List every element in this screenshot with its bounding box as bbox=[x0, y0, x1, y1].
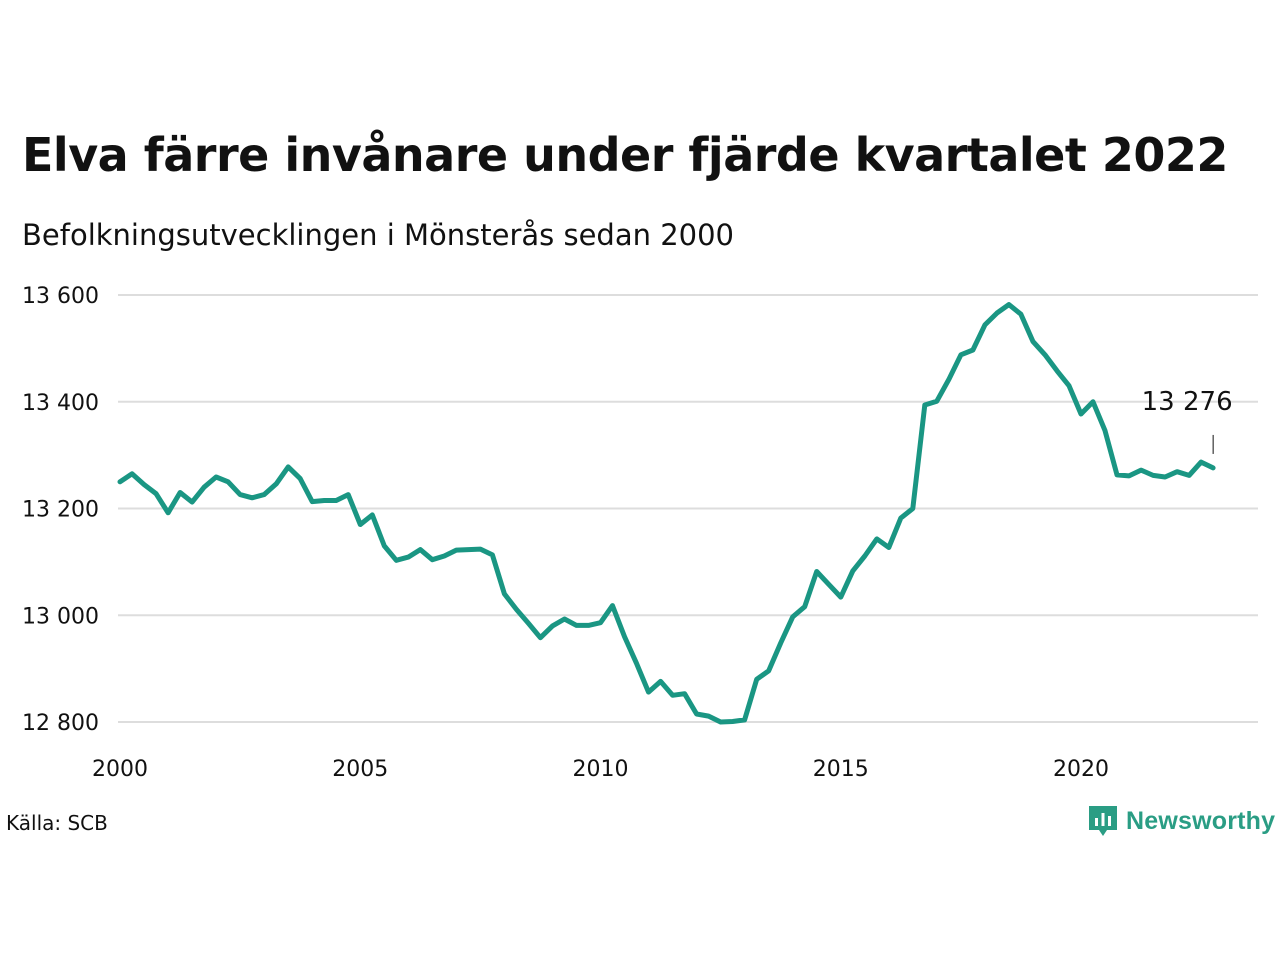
newsworthy-logo-icon bbox=[1089, 806, 1117, 836]
y-axis-tick-labels: 12 800 13 000 13 200 13 400 13 600 bbox=[22, 284, 99, 736]
annotation-label: 13 276 bbox=[1142, 387, 1233, 417]
grid-lines bbox=[118, 294, 1258, 723]
y-tick-label: 12 800 bbox=[22, 711, 99, 736]
y-tick-label: 13 200 bbox=[22, 498, 99, 523]
x-axis-tick-labels: 2000 2005 2010 2015 2020 bbox=[92, 757, 1109, 782]
y-tick-label: 13 000 bbox=[22, 604, 99, 629]
y-tick-label: 13 600 bbox=[22, 284, 99, 309]
brand-name: Newsworthy bbox=[1126, 806, 1276, 835]
x-tick-label: 2005 bbox=[332, 757, 388, 782]
source-note: Källa: SCB bbox=[6, 811, 108, 835]
x-tick-label: 2015 bbox=[813, 757, 869, 782]
population-line bbox=[117, 302, 1216, 725]
brand-logo[interactable]: Newsworthy bbox=[1088, 804, 1275, 838]
chart-subtitle: Befolkningsutvecklingen i Mönsterås seda… bbox=[22, 218, 735, 252]
x-tick-label: 2010 bbox=[573, 757, 629, 782]
y-tick-label: 13 400 bbox=[22, 391, 99, 416]
x-tick-label: 2000 bbox=[92, 757, 148, 782]
x-tick-label: 2020 bbox=[1053, 757, 1109, 782]
chart-title: Elva färre invånare under fjärde kvartal… bbox=[22, 128, 1228, 182]
